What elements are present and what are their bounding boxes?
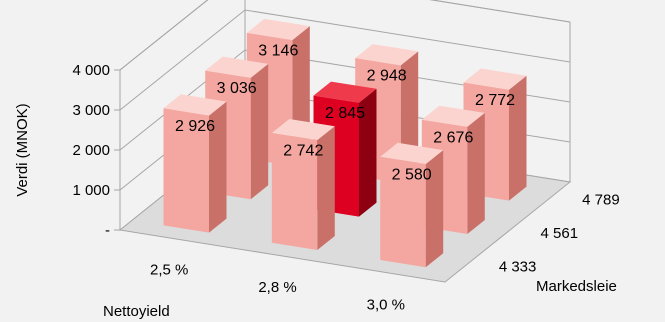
bar-side <box>209 101 227 233</box>
x-tick-label-2-5: 2,5 % <box>150 262 188 279</box>
bar-side <box>250 63 269 200</box>
data-label-4-333-2-8: 2 742 <box>283 143 323 160</box>
bar-4-333-2-8 <box>271 119 335 250</box>
bar-4-561-3-0 <box>421 105 485 234</box>
x-axis-ticks: 2,5 % 2,8 % 3,0 % <box>150 262 405 314</box>
data-labels: 3 146 2 948 2 772 3 036 2 845 2 676 2 926 2 742… <box>175 42 515 183</box>
z-tick-label-4-561: 4 561 <box>541 225 579 242</box>
data-label-4-561-2-5: 3 036 <box>217 80 257 97</box>
bar-top <box>380 142 444 165</box>
z-tick-label-4-333: 4 333 <box>499 258 537 275</box>
y-tick-label-0: - <box>105 222 110 239</box>
bar-top <box>463 68 527 90</box>
y-tick-label-4000: 4 000 <box>72 62 110 79</box>
bar-4-333-3-0 <box>380 142 444 268</box>
data-label-4-789-2-8: 2 948 <box>367 68 407 85</box>
bar-top <box>271 119 335 141</box>
bar-front <box>271 133 318 250</box>
y-tick-label-2000: 2 000 <box>72 142 110 159</box>
data-label-4-561-2-8: 2 845 <box>325 105 365 122</box>
bar-side <box>425 150 444 268</box>
y-tick-label-1000: 1 000 <box>72 182 110 199</box>
bar-top <box>421 105 485 127</box>
bar-front <box>380 156 426 268</box>
y-axis-ticks: - 1 000 2 000 3 000 4 000 <box>72 62 120 239</box>
bar-side <box>359 88 377 217</box>
bar-side <box>509 75 527 201</box>
bar-top <box>246 18 310 41</box>
data-label-4-561-3-0: 2 676 <box>433 129 473 146</box>
z-tick-label-4-789: 4 789 <box>582 192 620 209</box>
bar-side <box>467 112 485 234</box>
bar-front <box>163 108 209 233</box>
bar-top <box>163 94 227 116</box>
bar-top <box>205 56 269 78</box>
bar-top <box>355 44 419 66</box>
bar-side <box>317 126 335 250</box>
data-label-4-333-2-5: 2 926 <box>175 118 215 135</box>
bars <box>163 18 527 268</box>
z-axis-title: Markedsleie <box>536 278 617 295</box>
bar-top <box>313 81 377 103</box>
y-tick-label-3000: 3 000 <box>72 102 110 119</box>
bar-4-333-2-5 <box>163 94 227 233</box>
gridline-3000 <box>119 9 571 111</box>
data-label-4-333-3-0: 2 580 <box>392 166 432 183</box>
data-label-4-789-2-5: 3 146 <box>258 42 298 59</box>
gridline-2000 <box>119 49 571 151</box>
x-axis-title: Nettoyield <box>103 303 170 320</box>
y-axis-title: Verdi (MNOK) <box>14 103 31 196</box>
data-label-4-789-3-0: 2 772 <box>475 92 515 109</box>
x-tick-label-3-0: 3,0 % <box>367 296 405 313</box>
x-tick-label-2-8: 2,8 % <box>258 279 296 296</box>
gridline-4000 <box>119 0 571 71</box>
